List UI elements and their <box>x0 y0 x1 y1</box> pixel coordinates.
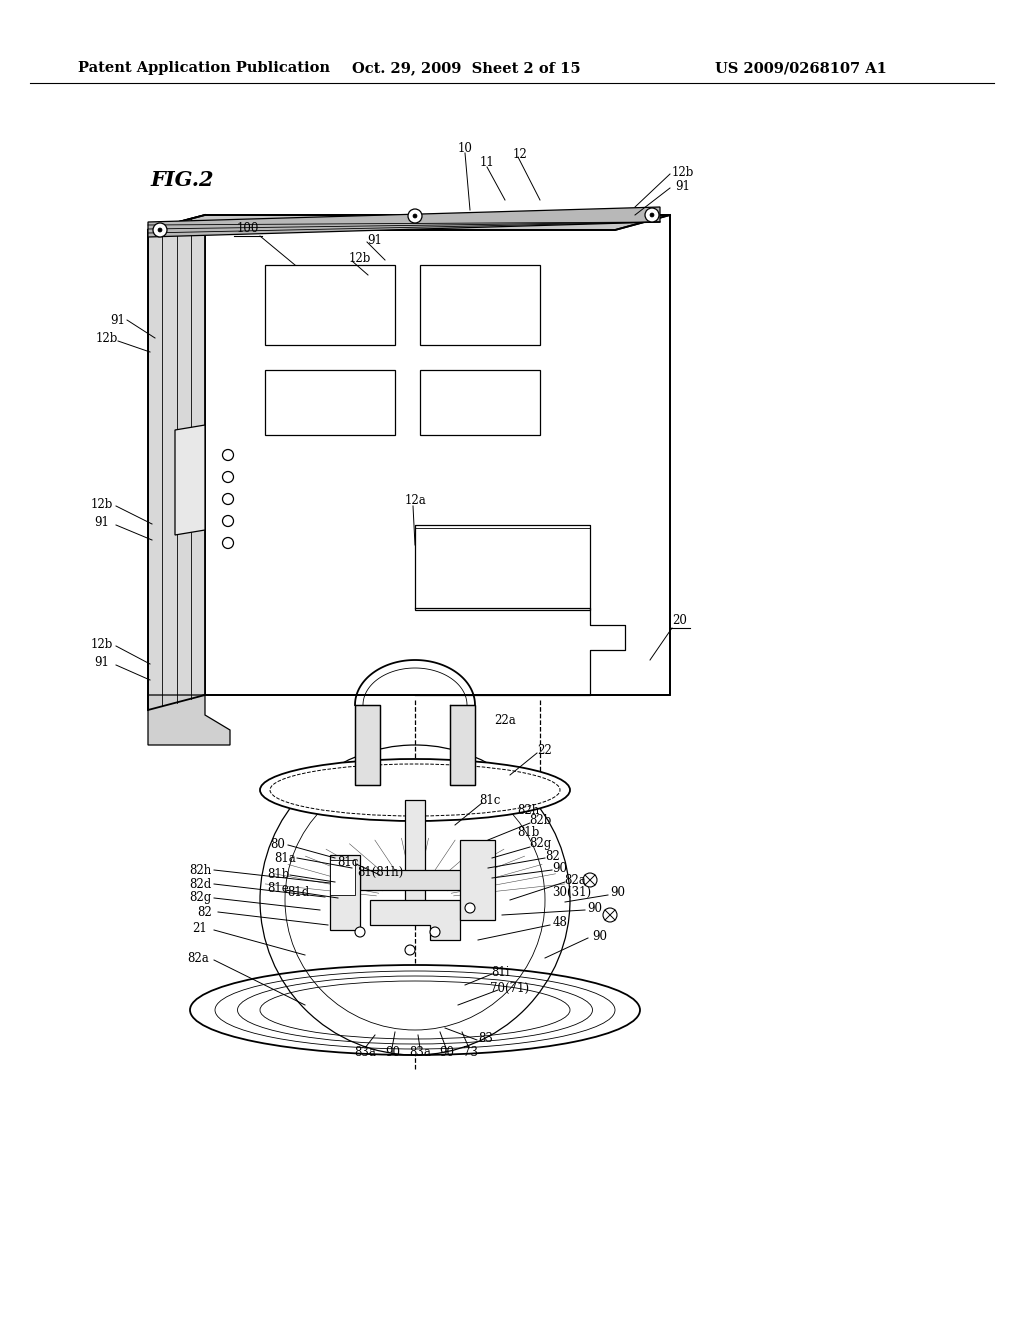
Text: 90: 90 <box>439 1045 455 1059</box>
Text: 83a: 83a <box>409 1045 431 1059</box>
Text: 82g: 82g <box>188 891 211 904</box>
Polygon shape <box>360 870 475 890</box>
Text: 12a: 12a <box>404 494 426 507</box>
Circle shape <box>222 471 233 483</box>
Text: 81b: 81b <box>267 867 289 880</box>
Text: 21: 21 <box>193 921 208 935</box>
Text: 12b: 12b <box>91 499 114 511</box>
Text: 90: 90 <box>553 862 567 874</box>
Text: Oct. 29, 2009  Sheet 2 of 15: Oct. 29, 2009 Sheet 2 of 15 <box>352 61 581 75</box>
Bar <box>420 370 540 436</box>
Text: 80: 80 <box>270 838 286 851</box>
Circle shape <box>406 945 415 954</box>
Circle shape <box>430 927 440 937</box>
Text: 81a: 81a <box>274 851 296 865</box>
Text: 91: 91 <box>368 234 382 247</box>
Ellipse shape <box>190 965 640 1055</box>
Polygon shape <box>355 705 380 785</box>
Text: 12: 12 <box>513 148 527 161</box>
Text: 12b: 12b <box>96 331 118 345</box>
Text: 91: 91 <box>676 180 690 193</box>
Text: 82a: 82a <box>187 952 209 965</box>
Polygon shape <box>148 207 660 238</box>
Polygon shape <box>460 840 495 920</box>
Text: 48: 48 <box>553 916 567 928</box>
Text: 100: 100 <box>237 222 259 235</box>
Text: 12b: 12b <box>91 639 114 652</box>
Bar <box>420 265 540 345</box>
Text: Patent Application Publication: Patent Application Publication <box>78 61 330 75</box>
Circle shape <box>603 908 617 921</box>
Circle shape <box>222 516 233 527</box>
Text: 22: 22 <box>538 743 552 756</box>
Text: 90: 90 <box>610 886 626 899</box>
Text: 81d: 81d <box>287 886 309 899</box>
Circle shape <box>355 927 365 937</box>
Polygon shape <box>175 425 205 535</box>
Text: 91: 91 <box>111 314 125 326</box>
Text: 70(71): 70(71) <box>490 982 529 994</box>
Bar <box>415 525 590 610</box>
Bar <box>265 370 395 436</box>
Text: 22a: 22a <box>495 714 516 726</box>
Text: 81i: 81i <box>490 965 509 978</box>
Text: 12b: 12b <box>349 252 371 264</box>
Text: 83a: 83a <box>354 1045 376 1059</box>
Text: 20: 20 <box>673 614 687 627</box>
Text: 90: 90 <box>588 902 602 915</box>
Polygon shape <box>370 900 460 940</box>
Circle shape <box>158 228 162 232</box>
Text: 73: 73 <box>463 1045 477 1059</box>
Text: FIG.2: FIG.2 <box>150 170 213 190</box>
Text: 82b: 82b <box>528 813 551 826</box>
Text: 11: 11 <box>479 156 495 169</box>
Circle shape <box>222 450 233 461</box>
Polygon shape <box>148 215 670 230</box>
Text: 83: 83 <box>478 1031 494 1044</box>
Text: 12b: 12b <box>672 165 694 178</box>
Circle shape <box>465 903 475 913</box>
Circle shape <box>222 494 233 504</box>
Circle shape <box>583 873 597 887</box>
Text: 81b: 81b <box>517 825 540 838</box>
Text: 91: 91 <box>94 516 110 529</box>
Text: 10: 10 <box>458 141 472 154</box>
Text: 82: 82 <box>546 850 560 862</box>
Polygon shape <box>450 705 475 785</box>
Polygon shape <box>205 215 670 696</box>
Circle shape <box>153 223 167 238</box>
Ellipse shape <box>260 759 570 821</box>
Text: 82g: 82g <box>528 837 551 850</box>
Text: 82h: 82h <box>188 863 211 876</box>
Text: 82d: 82d <box>188 878 211 891</box>
Circle shape <box>413 214 417 218</box>
Polygon shape <box>148 696 230 744</box>
Text: 91: 91 <box>94 656 110 669</box>
Text: 81e: 81e <box>267 882 289 895</box>
Polygon shape <box>148 215 205 710</box>
Circle shape <box>222 537 233 549</box>
Polygon shape <box>330 855 360 931</box>
Bar <box>265 265 395 345</box>
Text: 82h: 82h <box>517 804 539 817</box>
Circle shape <box>645 209 659 222</box>
Text: 81c: 81c <box>479 793 501 807</box>
Text: 81c: 81c <box>337 857 358 870</box>
Circle shape <box>408 209 422 223</box>
Text: 30(31): 30(31) <box>552 886 592 899</box>
Text: US 2009/0268107 A1: US 2009/0268107 A1 <box>715 61 887 75</box>
Text: 81(81h): 81(81h) <box>357 866 403 879</box>
Text: 90: 90 <box>385 1045 400 1059</box>
Text: 82: 82 <box>198 906 212 919</box>
Text: 90: 90 <box>593 929 607 942</box>
Polygon shape <box>406 800 425 920</box>
Circle shape <box>650 213 654 216</box>
Text: 82a: 82a <box>564 874 586 887</box>
Polygon shape <box>330 861 355 895</box>
